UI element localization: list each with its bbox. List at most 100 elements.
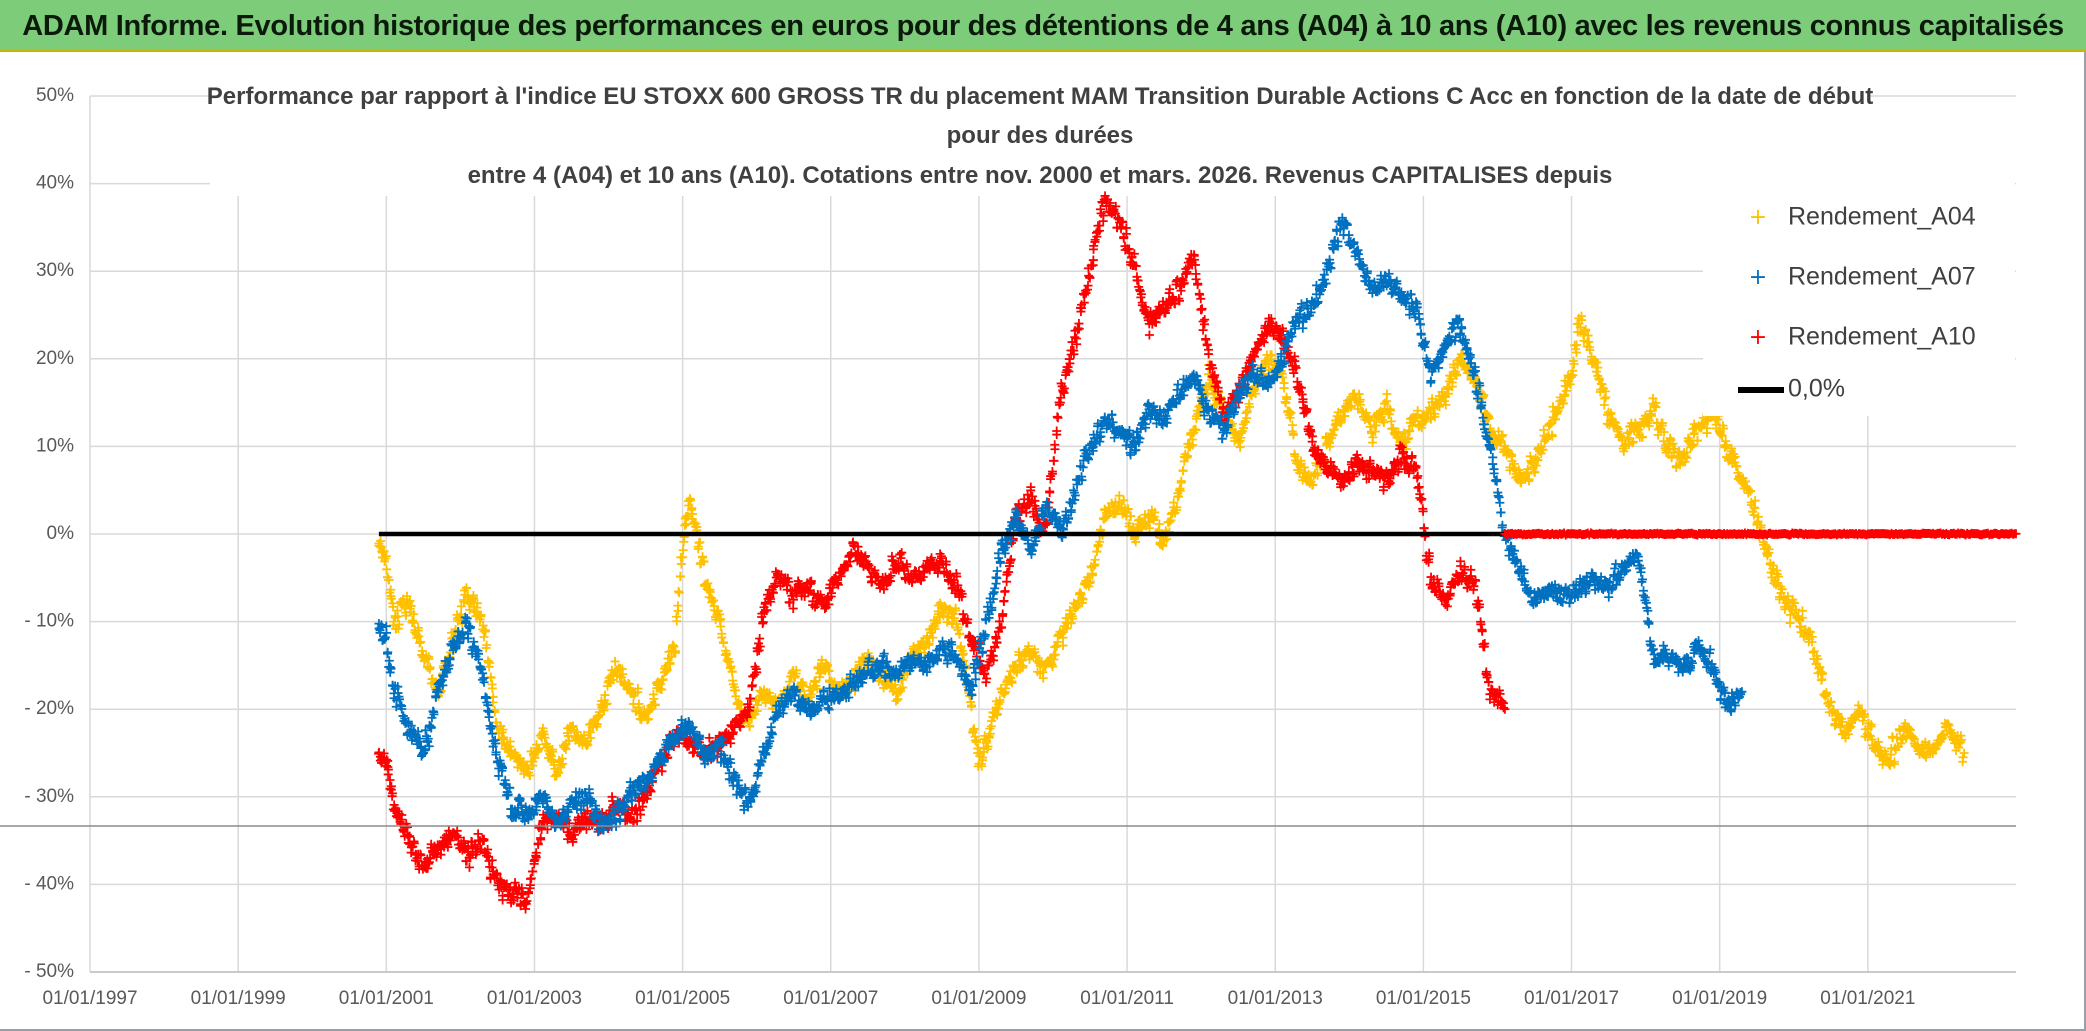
data-point [393, 624, 403, 634]
x-tick-label: 01/01/2013 [1228, 988, 1323, 1009]
data-point [678, 552, 688, 562]
data-point [823, 660, 833, 670]
y-tick-label: 20% [36, 348, 74, 369]
data-point [505, 742, 515, 752]
data-point [485, 658, 495, 668]
y-tick-labels: 50%40%30%20%10%0%- 10%- 20%- 30%- 40%- 5… [24, 85, 74, 982]
data-point [415, 637, 425, 647]
data-point [650, 700, 660, 710]
data-point [790, 672, 800, 682]
data-point [600, 690, 610, 700]
data-point [672, 616, 682, 626]
data-point [662, 664, 672, 674]
data-point [924, 640, 934, 650]
data-point [624, 679, 634, 689]
data-point [898, 682, 908, 692]
data-point [717, 629, 727, 639]
y-tick-label: 0% [47, 523, 75, 544]
data-point [488, 692, 498, 702]
x-tick-label: 01/01/1999 [191, 988, 286, 1009]
data-point [601, 699, 611, 709]
data-point [393, 612, 403, 622]
data-point [554, 768, 564, 778]
data-point [405, 596, 415, 606]
data-point [528, 761, 538, 771]
data-point [386, 594, 396, 604]
data-point [724, 657, 734, 667]
data-point [891, 696, 901, 706]
data-point [409, 618, 419, 628]
data-point [701, 580, 711, 590]
data-point [456, 601, 466, 611]
chart-title-line-2: pour des durées [947, 122, 1134, 149]
data-point [685, 494, 695, 504]
data-point [409, 609, 419, 619]
data-point [764, 688, 774, 698]
x-tick-label: 01/01/2021 [1820, 988, 1915, 1009]
y-tick-label: 50% [36, 85, 74, 106]
data-point [695, 537, 705, 547]
x-tick-label: 01/01/2009 [931, 988, 1026, 1009]
data-point [482, 640, 492, 650]
data-point [806, 690, 816, 700]
data-point [476, 611, 486, 621]
data-point [487, 679, 497, 689]
data-point [784, 677, 794, 687]
y-tick-label: 30% [36, 260, 74, 281]
y-tick-label: - 30% [24, 786, 74, 807]
data-point [592, 719, 602, 729]
series-rendement-a04 [374, 311, 1969, 781]
data-point [557, 754, 567, 764]
data-point [824, 666, 834, 676]
data-point [472, 598, 482, 608]
y-tick-label: - 10% [24, 611, 74, 632]
data-point [708, 596, 718, 606]
data-point [731, 685, 741, 695]
data-point [556, 760, 566, 770]
data-point [579, 730, 589, 740]
data-point [382, 564, 392, 574]
data-point [634, 699, 644, 709]
data-point [379, 547, 389, 557]
data-point [874, 676, 884, 686]
x-tick-label: 01/01/1997 [42, 988, 137, 1009]
data-point [811, 681, 821, 691]
data-point [718, 637, 728, 647]
x-tick-label: 01/01/2005 [635, 988, 730, 1009]
x-tick-label: 01/01/2001 [339, 988, 434, 1009]
data-point [388, 598, 398, 608]
data-point [673, 606, 683, 616]
header-banner: ADAM Informe. Evolution historique des p… [0, 0, 2086, 52]
data-point [497, 727, 507, 737]
data-point [402, 591, 412, 601]
chart-title-background [210, 78, 1870, 196]
data-point [583, 739, 593, 749]
data-point [745, 722, 755, 732]
data-point [461, 583, 471, 593]
data-point [401, 611, 411, 621]
data-point [676, 559, 686, 569]
y-tick-label: 10% [36, 435, 74, 456]
chart-title-line-3: entre 4 (A04) et 10 ans (A10). Cotations… [468, 162, 1613, 189]
data-point [383, 575, 393, 585]
data-point [479, 632, 489, 642]
data-point [568, 721, 578, 731]
data-point [547, 745, 557, 755]
y-tick-label: - 50% [24, 961, 74, 982]
data-point [594, 711, 604, 721]
data-point [674, 588, 684, 598]
data-series [374, 191, 2021, 914]
x-tick-label: 01/01/2011 [1080, 988, 1174, 1009]
data-point [648, 689, 658, 699]
data-point [722, 656, 732, 666]
x-tick-label: 01/01/2003 [487, 988, 582, 1009]
x-tick-label: 01/01/2007 [783, 988, 878, 1009]
data-point [752, 700, 762, 710]
data-point [586, 733, 596, 743]
data-point [798, 678, 808, 688]
data-point [658, 674, 668, 684]
data-point [705, 585, 715, 595]
y-tick-label: - 20% [24, 698, 74, 719]
